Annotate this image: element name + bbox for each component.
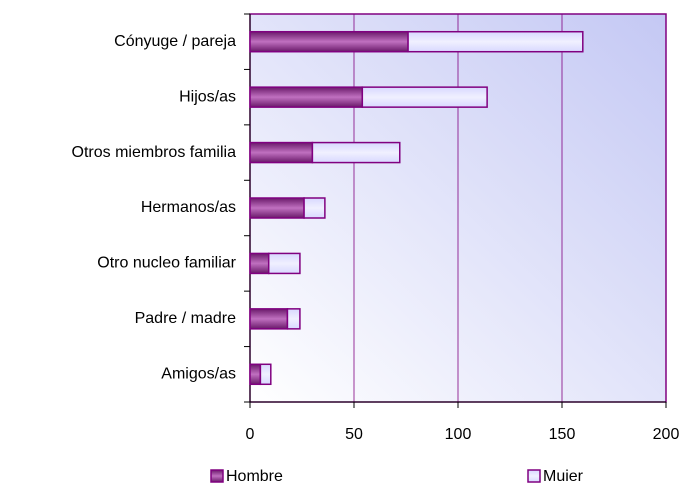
x-tick-label: 200 [653, 426, 680, 443]
y-tick-label: Hermanos/as [141, 199, 236, 216]
bar-segment [249, 252, 270, 275]
y-tick-label: Otros miembros familia [72, 144, 237, 161]
x-tick-label: 150 [549, 426, 576, 443]
y-tick-label: Cónyuge / pareja [114, 33, 236, 50]
bar-segment [361, 86, 488, 108]
x-tick-label: 50 [345, 426, 363, 443]
legend-swatch [210, 469, 224, 483]
bar-segment [286, 308, 301, 330]
bar-segment [249, 197, 305, 219]
bar-segment [249, 30, 409, 53]
bar-segment [249, 86, 364, 108]
legend-label: Hombre [226, 468, 283, 485]
bar-segment [303, 197, 326, 219]
y-tick-label: Padre / madre [135, 310, 236, 327]
y-tick-label: Otro nucleo familiar [97, 255, 236, 272]
legend-swatch [527, 469, 541, 483]
bar-segment [267, 252, 301, 275]
y-tick-label: Hijos/as [179, 88, 236, 105]
bar-segment [407, 30, 584, 53]
bar-segment [249, 363, 262, 386]
x-tick-label: 0 [246, 426, 255, 443]
bar-segment [311, 141, 401, 164]
legend-label: Muier [543, 468, 584, 485]
bar-segment [249, 141, 314, 164]
bar-segment [259, 363, 272, 386]
x-tick-label: 100 [445, 426, 472, 443]
y-tick-label: Amigos/as [161, 366, 236, 383]
bar-segment [249, 308, 289, 330]
